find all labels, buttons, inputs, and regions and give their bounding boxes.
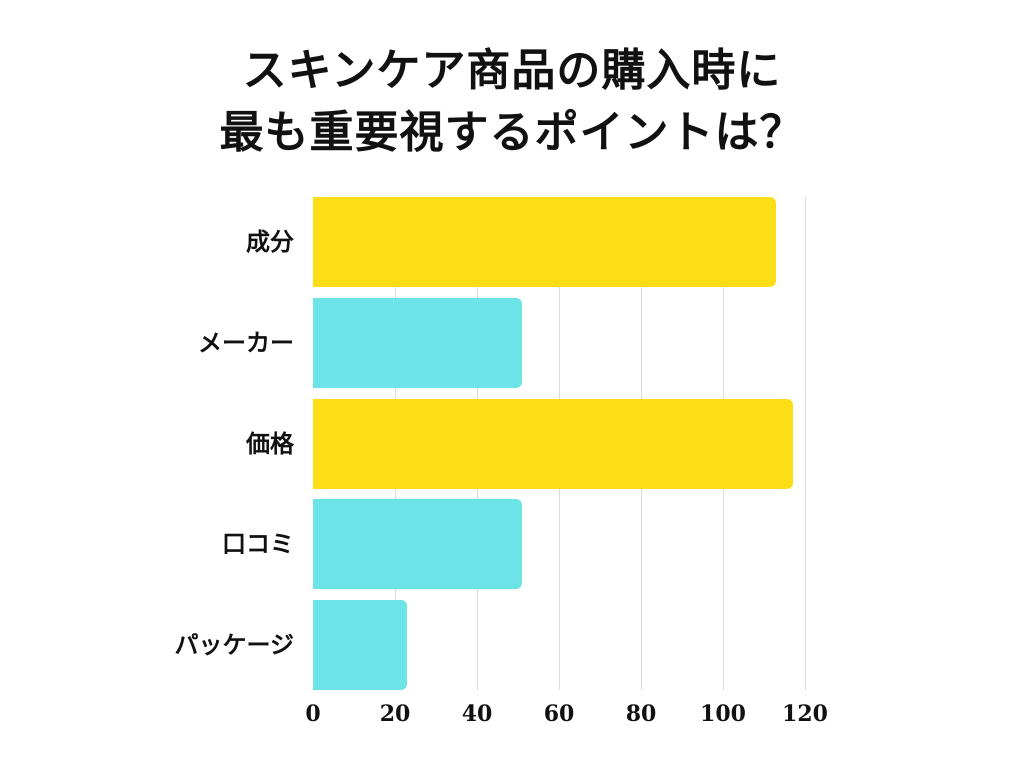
x-tick-label: 40	[461, 701, 493, 727]
category-label: メーカー	[198, 328, 294, 357]
bar-2	[313, 297, 523, 388]
x-tick-label: 20	[379, 701, 411, 727]
chart-title: スキンケア商品の購入時に 最も重要視するポイントは？	[0, 40, 1024, 164]
category-label: 口コミ	[222, 530, 294, 559]
chart-title-line-1: スキンケア商品の購入時に	[242, 45, 782, 96]
bar-1	[313, 197, 777, 287]
x-tick-label: 100	[700, 701, 746, 727]
plot-area	[313, 197, 806, 691]
x-tick-label: 80	[625, 701, 657, 727]
gridline-120	[805, 197, 806, 690]
chart-title-line-2: 最も重要視するポイントは？	[219, 107, 805, 158]
bar-4	[313, 499, 523, 590]
category-label: 成分	[246, 228, 294, 256]
category-label: パッケージ	[174, 631, 294, 660]
x-tick-label: 60	[543, 701, 575, 727]
x-tick-label: 120	[782, 701, 828, 727]
bar-5	[313, 600, 408, 691]
category-label: 価格	[246, 429, 294, 458]
bar-3	[313, 398, 793, 489]
x-tick-label: 0	[305, 701, 321, 727]
